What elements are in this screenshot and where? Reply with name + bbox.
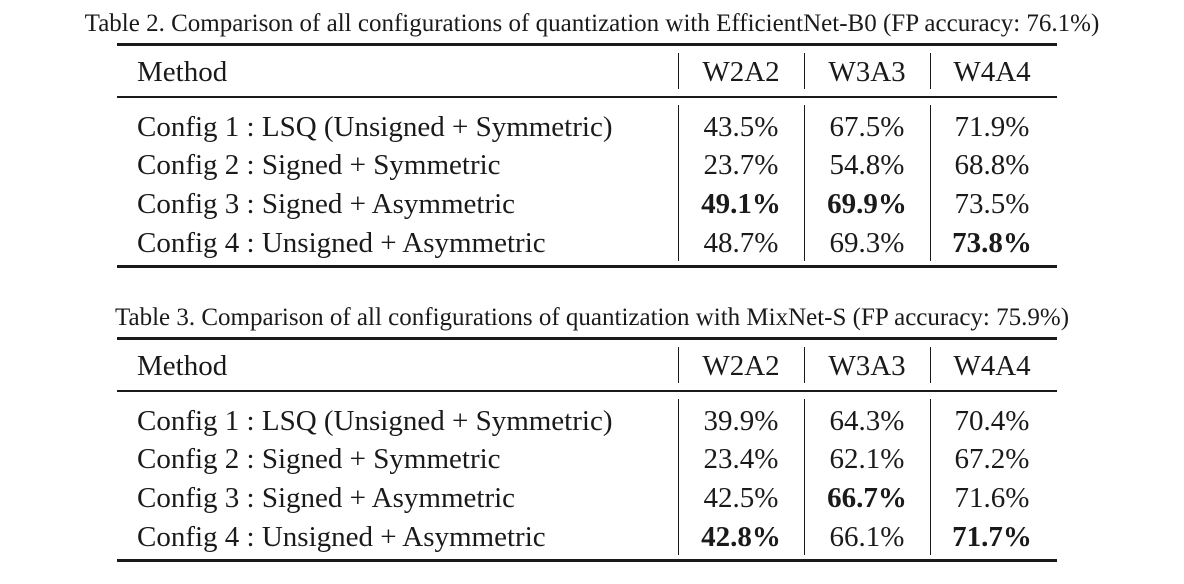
method-cell: Config 1 : LSQ (Unsigned + Symmetric): [137, 111, 613, 143]
header-rule: [117, 390, 1057, 392]
w3a3-cell: 67.5%: [829, 111, 905, 143]
top-rule: [117, 337, 1057, 340]
column-divider: [804, 347, 806, 383]
header-w4a4: W4A4: [953, 56, 1031, 88]
header-w3a3: W3A3: [828, 56, 906, 88]
column-divider: [678, 399, 680, 555]
column-divider: [804, 105, 806, 261]
w2a2-cell: 43.5%: [703, 111, 779, 143]
top-rule: [117, 43, 1057, 46]
column-divider: [678, 105, 680, 261]
w4a4-cell: 68.8%: [954, 149, 1030, 181]
w4a4-cell: 73.8%: [952, 227, 1032, 259]
w3a3-cell: 66.7%: [827, 482, 907, 514]
header-method: Method: [137, 350, 228, 382]
w4a4-cell: 70.4%: [954, 405, 1030, 437]
w2a2-cell: 42.8%: [701, 521, 781, 553]
column-divider: [804, 399, 806, 555]
header-method: Method: [137, 56, 228, 88]
method-cell: Config 3 : Signed + Asymmetric: [137, 188, 516, 220]
method-cell: Config 4 : Unsigned + Asymmetric: [137, 521, 546, 553]
column-divider: [930, 53, 932, 89]
method-cell: Config 3 : Signed + Asymmetric: [137, 482, 516, 514]
column-divider: [930, 105, 932, 261]
method-cell: Config 1 : LSQ (Unsigned + Symmetric): [137, 405, 613, 437]
w2a2-cell: 23.4%: [703, 443, 779, 475]
w4a4-cell: 71.7%: [952, 521, 1032, 553]
header-rule: [117, 96, 1057, 98]
w2a2-cell: 23.7%: [703, 149, 779, 181]
header-w2a2: W2A2: [702, 350, 780, 382]
column-divider: [678, 53, 680, 89]
table-2-caption: Table 2. Comparison of all configuration…: [84, 10, 1100, 37]
w4a4-cell: 71.6%: [954, 482, 1030, 514]
table-3-caption: Table 3. Comparison of all configuration…: [114, 304, 1070, 331]
bottom-rule: [117, 265, 1057, 268]
column-divider: [804, 53, 806, 89]
w3a3-cell: 69.3%: [829, 227, 905, 259]
w2a2-cell: 39.9%: [703, 405, 779, 437]
w2a2-cell: 48.7%: [703, 227, 779, 259]
bottom-rule: [117, 559, 1057, 562]
header-w2a2: W2A2: [702, 56, 780, 88]
w4a4-cell: 67.2%: [954, 443, 1030, 475]
header-w4a4: W4A4: [953, 350, 1031, 382]
column-divider: [678, 347, 680, 383]
header-w3a3: W3A3: [828, 350, 906, 382]
w3a3-cell: 64.3%: [829, 405, 905, 437]
w3a3-cell: 62.1%: [829, 443, 905, 475]
w2a2-cell: 49.1%: [701, 188, 781, 220]
w3a3-cell: 66.1%: [829, 521, 905, 553]
w3a3-cell: 69.9%: [827, 188, 907, 220]
method-cell: Config 2 : Signed + Symmetric: [137, 443, 501, 475]
method-cell: Config 2 : Signed + Symmetric: [137, 149, 501, 181]
w4a4-cell: 73.5%: [954, 188, 1030, 220]
w4a4-cell: 71.9%: [954, 111, 1030, 143]
w2a2-cell: 42.5%: [703, 482, 779, 514]
column-divider: [930, 347, 932, 383]
column-divider: [930, 399, 932, 555]
w3a3-cell: 54.8%: [829, 149, 905, 181]
method-cell: Config 4 : Unsigned + Asymmetric: [137, 227, 546, 259]
